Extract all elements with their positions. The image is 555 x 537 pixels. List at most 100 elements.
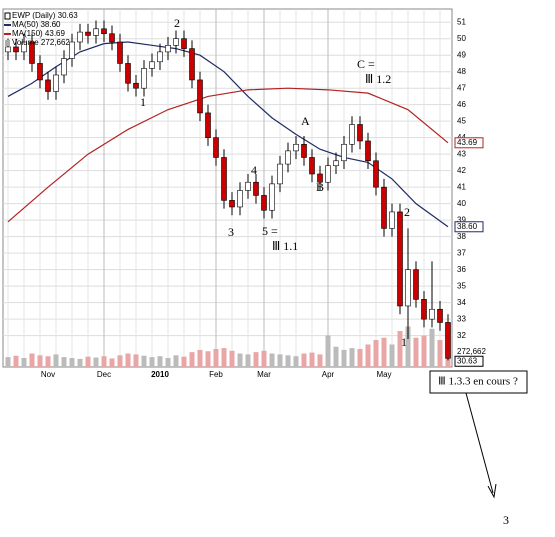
candle-body [141,68,147,89]
volume-bar [213,349,219,367]
volume-bar [109,358,115,367]
callout-target: 3 [503,513,509,527]
candle-body [405,269,411,307]
candle-body [389,211,395,229]
volume-bar [397,331,403,367]
annotation: C = [357,57,375,71]
y-tick-label: 44 [457,133,466,142]
candle-body [61,58,67,76]
candle-body [53,74,59,92]
volume-bar [101,356,107,367]
volume-bar [333,346,339,367]
x-tick-label: May [376,370,391,379]
volume-bar [197,349,203,367]
candle-body [229,200,235,208]
legend-entry: Volume 272,662 [12,38,70,47]
legend-entry: MA(50) 38.60 [12,20,61,29]
candle-body [45,79,51,92]
arrow [465,392,494,494]
candle-body [221,157,227,201]
volume-bar [117,355,123,367]
candle-body [109,33,115,43]
volume-bar [205,351,211,367]
volume-bar [69,358,75,367]
candle-body [421,299,427,320]
plot-frame [2,8,453,368]
candle-body [269,183,275,211]
volume-bar [253,352,259,367]
y-tick-label: 32 [457,331,466,340]
annotation: Ⅲ 1.1 [272,239,298,253]
candle-body [149,61,155,69]
candle-body [317,173,323,183]
volume-bar [421,335,427,367]
candle-body [189,48,195,81]
candle-body [165,44,171,53]
y-tick-label: 48 [457,67,466,76]
volume-bar [229,350,235,367]
candle-body [429,308,435,320]
volume-bar [77,358,83,367]
volume-bar [45,356,51,367]
callout: Ⅲ 1.3.3 en cours ? [438,376,518,388]
candle-body [29,41,35,64]
y-tick-label: 36 [457,265,466,274]
candle-body [357,124,363,142]
candle-body [173,38,179,46]
annotation: 5 = [262,224,278,238]
volume-bar [317,354,323,367]
volume-bar [149,357,155,367]
candle-body [37,63,43,81]
legend-value: 38.60 [40,20,61,29]
last-value-box [454,221,484,233]
candle-body [437,308,443,323]
annotation: B [316,180,324,194]
last-value: 43.69 [457,138,478,147]
candle-body [293,143,299,152]
candle-body [5,46,11,53]
volume-bar [373,340,379,367]
volume-bar [357,349,363,367]
candle-body [197,79,203,114]
legend-name: Volume [12,38,39,47]
x-tick-label: Dec [97,370,111,379]
volume-bar [405,326,411,367]
volume-bar [341,349,347,367]
annotation: 1 [140,95,146,109]
legend-title-value: 30.63 [58,11,79,20]
volume-bar [5,357,11,367]
y-tick-label: 38 [457,232,466,241]
volume-bar [293,356,299,367]
volume-bar [285,355,291,367]
candle-body [133,82,139,89]
volume-bar [269,353,275,367]
candle-body [237,190,243,208]
last-value-box [454,137,484,149]
volume-bar [429,328,435,367]
volume-bar [13,355,19,367]
candle-body [261,195,267,211]
candle-body [253,181,259,196]
y-tick-label: 41 [457,182,466,191]
volume-bar [301,353,307,367]
candle-body [205,112,211,138]
candle-body [325,165,331,183]
x-tick-label: 2010 [151,370,169,379]
candle-body [181,38,187,49]
candle-body [13,46,19,53]
x-tick-label: Nov [41,370,55,379]
y-tick-label: 37 [457,248,466,257]
callout-box [429,370,528,394]
y-tick-label: 45 [457,116,466,125]
arrow-head [487,483,497,499]
volume-bar [173,355,179,367]
volume-bar [181,356,187,367]
legend-swatch [4,12,11,20]
candle-body [349,124,355,145]
volume-bar [437,340,443,367]
volume-bar [189,352,195,367]
y-tick-label: 47 [457,83,466,92]
candle-body [69,41,75,59]
volume-bar [237,353,243,367]
